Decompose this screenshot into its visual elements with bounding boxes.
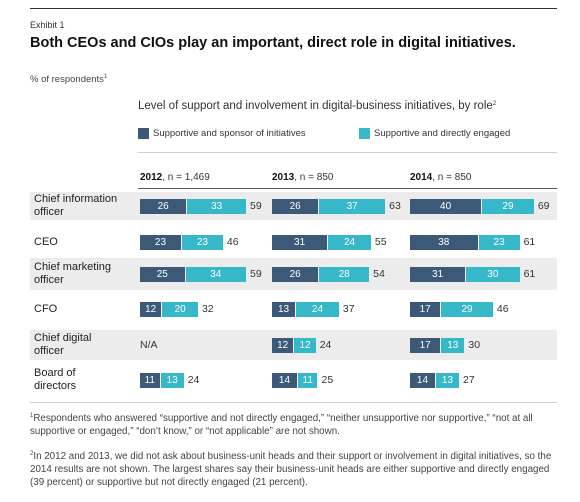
- bar-total-label: 59: [250, 267, 262, 280]
- legend-swatch-sponsor: [138, 127, 149, 139]
- role-label: CFO: [34, 302, 58, 315]
- bar-total-label: 61: [523, 267, 536, 280]
- year-header-2014: 2014, n = 850: [410, 172, 471, 183]
- bar-sponsor: 17: [410, 301, 441, 317]
- bar-engaged: 13: [441, 337, 465, 353]
- footnote-1-marker: 1: [30, 413, 34, 419]
- bar-total-label: 24: [319, 338, 332, 351]
- footnote-1-text: Respondents who answered “supportive and…: [30, 413, 533, 437]
- footnote-2: 2In 2012 and 2013, we did not ask about …: [30, 448, 555, 489]
- bar-sponsor: 31: [410, 266, 466, 282]
- year-header-year: 2014: [410, 172, 433, 183]
- bar-engaged: 23: [478, 234, 520, 250]
- bar-sponsor: 11: [140, 372, 160, 388]
- legend-label-sponsor: Supportive and sponsor of initiatives: [153, 127, 306, 139]
- bar-engaged: 30: [466, 266, 520, 282]
- bar-engaged: 37: [319, 198, 386, 214]
- subtitle-text: Level of support and involvement in digi…: [138, 100, 493, 112]
- bar-engaged: 24: [296, 301, 339, 317]
- row-band: [30, 330, 557, 360]
- legend-label-engaged: Supportive and directly engaged: [374, 127, 511, 139]
- bar-sponsor: 13: [272, 301, 296, 317]
- year-header-2012: 2012, n = 1,469: [140, 172, 210, 183]
- top-rule: [30, 8, 557, 9]
- bar-engaged: 11: [297, 372, 318, 388]
- bar-total-label: 46: [496, 302, 509, 315]
- role-label: Chief marketing officer: [34, 261, 112, 286]
- respondents-label: % of respondents1: [30, 74, 107, 85]
- bar-sponsor: 40: [410, 198, 482, 214]
- bar-engaged: 12: [294, 337, 316, 353]
- respondents-text: % of respondents: [30, 74, 104, 85]
- bar-engaged: 34: [185, 266, 247, 282]
- bar-sponsor: 26: [272, 198, 319, 214]
- bar-sponsor: 14: [272, 372, 297, 388]
- bar-engaged: 29: [441, 301, 493, 317]
- bar-total-label: 32: [201, 302, 214, 315]
- bar-sponsor: 12: [140, 301, 162, 317]
- legend-divider: [138, 152, 557, 153]
- bar-engaged: 23: [181, 234, 223, 250]
- legend-item-sponsor: Supportive and sponsor of initiatives: [138, 126, 306, 140]
- footnote-2-marker: 2: [30, 451, 34, 457]
- bar-total-label: 25: [321, 373, 334, 386]
- bar-sponsor: 14: [410, 372, 435, 388]
- bar-sponsor: 25: [140, 266, 185, 282]
- bar-total-label: 54: [373, 267, 385, 280]
- bar-total-label: 69: [537, 199, 550, 212]
- year-header-year: 2012: [140, 172, 163, 183]
- bar-total-label: 55: [374, 235, 387, 248]
- role-label: Chief digital officer: [34, 332, 92, 357]
- legend-swatch-engaged: [359, 127, 370, 139]
- year-header-n: , n = 1,469: [162, 172, 210, 183]
- bar-total-label: 46: [226, 235, 239, 248]
- chart-title: Both CEOs and CIOs play an important, di…: [30, 35, 516, 51]
- bar-engaged: 29: [482, 198, 534, 214]
- bar-engaged: 13: [160, 372, 184, 388]
- footnote-1: 1Respondents who answered “supportive an…: [30, 410, 555, 438]
- exhibit-label: Exhibit 1: [30, 20, 65, 30]
- year-header-n: , n = 850: [432, 172, 472, 183]
- bar-total-label: 24: [187, 373, 200, 386]
- bar-total-label: 61: [523, 235, 536, 248]
- bar-engaged: 33: [187, 198, 246, 214]
- bar-sponsor: 38: [410, 234, 478, 250]
- bar-engaged: 20: [162, 301, 198, 317]
- bar-sponsor: 17: [410, 337, 441, 353]
- bar-sponsor: 23: [140, 234, 181, 250]
- bar-sponsor: 26: [140, 198, 187, 214]
- year-header-2013: 2013, n = 850: [272, 172, 333, 183]
- bar-engaged: 24: [328, 234, 371, 250]
- bar-total-label: 59: [250, 199, 262, 212]
- year-header-n: , n = 850: [294, 172, 334, 183]
- bar-sponsor: 26: [272, 266, 319, 282]
- year-header-year: 2013: [272, 172, 295, 183]
- role-label: CEO: [34, 235, 58, 248]
- footnote-2-text: In 2012 and 2013, we did not ask about b…: [30, 451, 552, 488]
- bar-engaged: 28: [319, 266, 370, 282]
- chart-bottom-rule: [30, 402, 557, 403]
- bar-sponsor: 31: [272, 234, 328, 250]
- chart-subtitle: Level of support and involvement in digi…: [138, 100, 496, 112]
- bar-total-label: 63: [389, 199, 401, 212]
- legend-item-engaged: Supportive and directly engaged: [359, 126, 510, 140]
- subtitle-footnote-marker: 2: [492, 101, 497, 107]
- na-label: N/A: [140, 338, 158, 351]
- role-label: Board of directors: [34, 367, 77, 392]
- respondents-footnote-marker: 1: [103, 74, 108, 80]
- header-divider: [138, 188, 557, 189]
- bar-total-label: 27: [463, 373, 475, 386]
- bar-engaged: 13: [435, 372, 460, 388]
- bar-sponsor: 12: [272, 337, 294, 353]
- bar-total-label: 37: [342, 302, 355, 315]
- bar-total-label: 30: [468, 338, 481, 351]
- role-label: Chief information officer: [34, 193, 118, 218]
